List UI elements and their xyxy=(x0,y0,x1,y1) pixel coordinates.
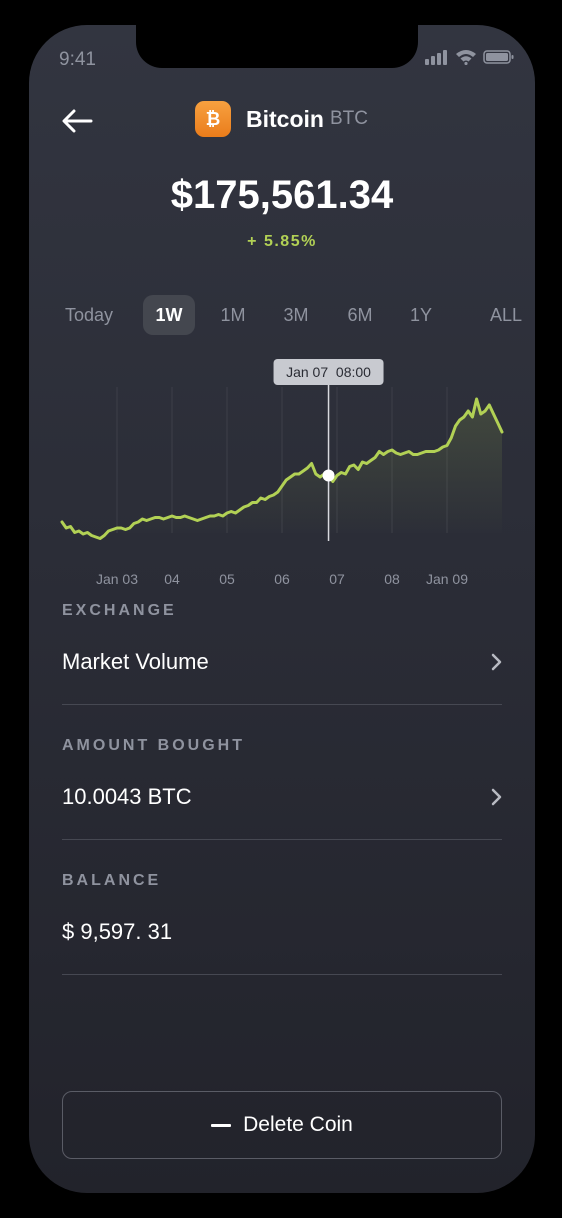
battery-icon xyxy=(483,50,514,64)
chevron-right-icon[interactable] xyxy=(490,653,502,671)
time-range-tabs: Today 1W 1M 3M 6M 1Y ALL xyxy=(49,295,522,335)
range-tab-1y[interactable]: 1Y xyxy=(409,305,433,325)
chart-tooltip-text: Jan 07 08:00 xyxy=(286,364,371,380)
x-tick-label: 04 xyxy=(164,571,180,585)
range-tab-1w[interactable]: 1W xyxy=(143,295,195,335)
chart-highlight-point xyxy=(322,469,335,482)
chart-points xyxy=(322,469,335,482)
exchange-value[interactable]: Market Volume xyxy=(62,649,209,674)
divider xyxy=(62,974,502,975)
notch xyxy=(136,25,418,68)
bitcoin-icon: ₿ xyxy=(206,109,221,129)
current-price: $175,561.34 xyxy=(170,173,394,217)
back-button[interactable] xyxy=(59,105,95,137)
amount-bought-label: AMOUNT BOUGHT xyxy=(62,737,245,754)
coin-symbol: BTC xyxy=(329,108,368,129)
chart-x-ticks: Jan 03 04 05 06 07 08 Jan 09 xyxy=(96,571,468,585)
status-time: 9:41 xyxy=(59,49,96,70)
balance-value: $ 9,597. 31 xyxy=(62,919,173,944)
x-tick-label: Jan 09 xyxy=(426,571,468,585)
back-arrow-icon xyxy=(62,109,93,133)
status-icons xyxy=(425,49,515,65)
x-tick-label: 06 xyxy=(274,571,290,585)
divider xyxy=(62,704,502,705)
balance-label: BALANCE xyxy=(62,872,162,889)
coin-header: ₿ Bitcoin BTC xyxy=(195,101,368,137)
chart-area-fill xyxy=(62,399,502,539)
chart-series-line xyxy=(60,397,504,540)
svg-text:₿: ₿ xyxy=(206,109,221,129)
chevron-right-icon[interactable] xyxy=(490,788,502,806)
coin-logo: ₿ xyxy=(195,101,231,137)
wifi-icon xyxy=(456,50,476,65)
chart-tooltip-box xyxy=(273,359,384,385)
amount-bought-value[interactable]: 10.0043 BTC xyxy=(62,784,192,809)
range-tab-all[interactable]: ALL xyxy=(489,305,523,325)
range-tab-3m[interactable]: 3M xyxy=(283,305,309,325)
delete-coin-label: Delete Coin xyxy=(243,1113,353,1136)
signal-icon xyxy=(425,50,447,65)
x-tick-label: 08 xyxy=(384,571,400,585)
x-tick-label: Jan 03 xyxy=(96,571,138,585)
x-tick-label: 07 xyxy=(329,571,345,585)
price-change: + 5.85% xyxy=(247,233,317,250)
delete-coin-button[interactable]: Delete Coin xyxy=(62,1091,502,1159)
price-chart[interactable]: Jan 07 08:00 Jan 03 04 05 06 07 08 Jan 09 xyxy=(29,325,535,585)
divider xyxy=(62,839,502,840)
minus-icon xyxy=(211,1123,232,1127)
coin-name: Bitcoin xyxy=(246,105,324,132)
phone-screen: 9:41 ₿ Bitcoin BTC $ xyxy=(29,25,535,1193)
chart-tooltip: Jan 07 08:00 xyxy=(273,359,384,385)
range-tab-6m[interactable]: 6M xyxy=(347,305,373,325)
range-tab-1m[interactable]: 1M xyxy=(220,305,246,325)
x-tick-label: 05 xyxy=(219,571,235,585)
range-tab-today[interactable]: Today xyxy=(64,305,114,325)
exchange-label: EXCHANGE xyxy=(62,602,177,619)
